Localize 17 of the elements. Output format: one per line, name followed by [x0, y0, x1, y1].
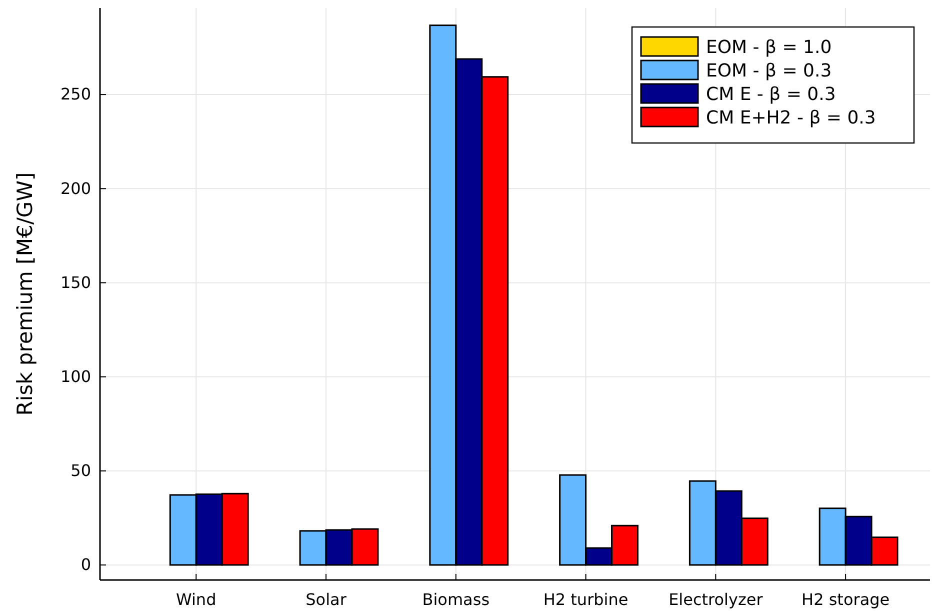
- x-tick-label: Electrolyzer: [668, 590, 764, 609]
- legend-label: CM E+H2 - β = 0.3: [706, 108, 876, 128]
- legend-label: EOM - β = 0.3: [706, 60, 832, 82]
- x-tick-label: Biomass: [422, 590, 490, 609]
- x-tick-label: H2 turbine: [543, 590, 628, 609]
- y-tick-label: 0: [80, 555, 91, 574]
- y-tick-label: 150: [60, 272, 91, 292]
- y-axis-title: Risk premium [M€/GW]: [13, 172, 37, 416]
- x-tick-label: Solar: [306, 590, 347, 609]
- legend-label: CM E - β = 0.3: [706, 84, 836, 105]
- legend-label: EOM - β = 1.0: [706, 37, 832, 58]
- y-tick-label: 50: [70, 460, 91, 480]
- y-tick-label: 250: [60, 84, 91, 104]
- y-tick-label: 100: [60, 366, 91, 386]
- x-tick-label: Wind: [176, 590, 216, 609]
- y-tick-label: 200: [60, 178, 91, 198]
- x-tick-label: H2 storage: [802, 590, 890, 609]
